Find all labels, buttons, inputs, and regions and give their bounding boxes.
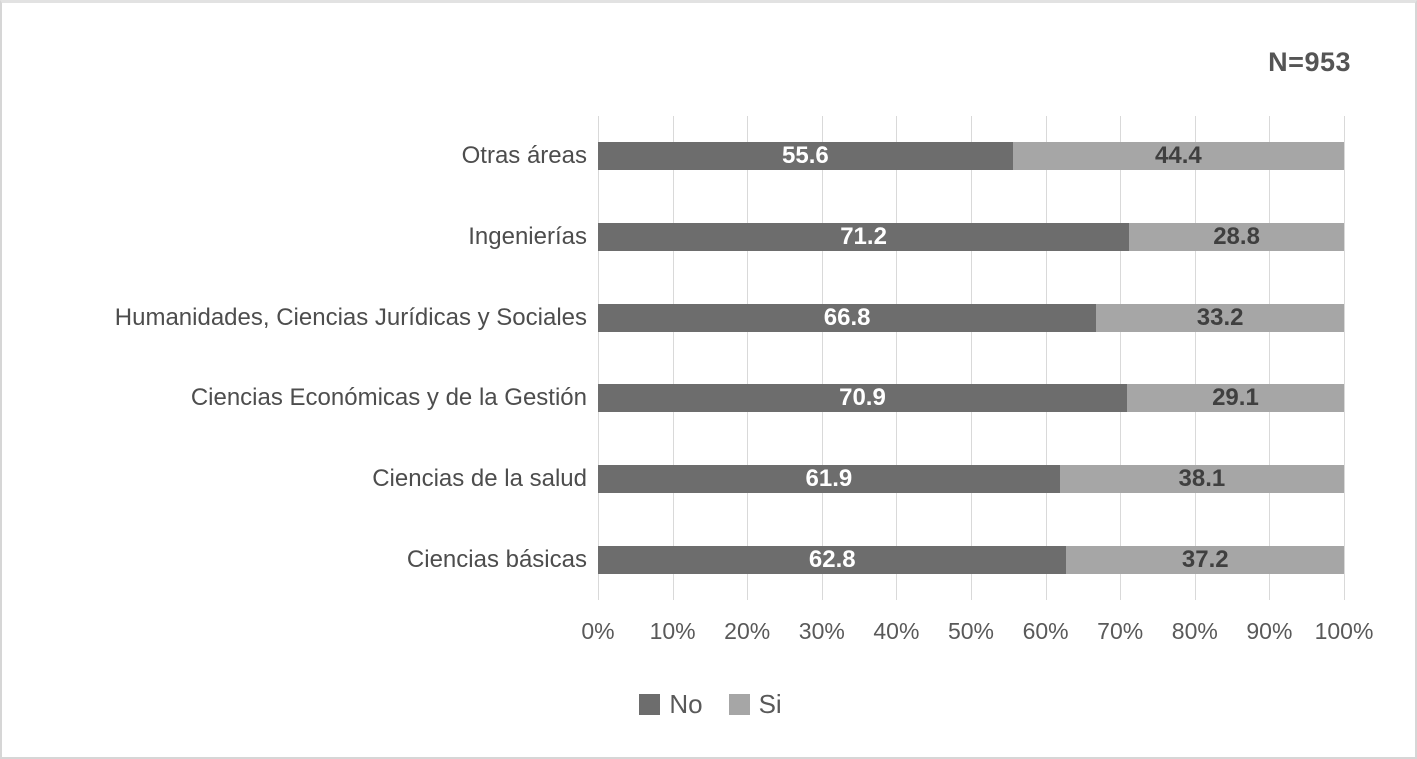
bar-value-label: 28.8 [1213,223,1260,250]
gridline [598,116,599,600]
x-tick-label: 70% [1097,618,1144,644]
category-label: Ciencias de la salud [372,465,587,492]
legend-item-si: Si [728,689,782,720]
bar-segment-si: 33.2 [1096,303,1344,332]
bar-segment-no: 55.6 [598,142,1013,171]
x-tick-label: 0% [581,618,615,644]
bar-segment-no: 70.9 [598,384,1127,413]
x-axis: 0% 10% 20% 30% 40% 50% 60% 70% 80% 90% 100% [2,618,1417,652]
bar-row: 61.9 38.1 [598,465,1344,493]
bar-value-label: 71.2 [840,223,887,250]
x-tick-label: 40% [873,618,920,644]
bar-value-label: 37.2 [1181,545,1229,573]
gridline [1269,116,1271,600]
bar-value-label: 70.9 [839,384,886,412]
bar-row: 70.9 29.1 [598,384,1344,413]
gridline [747,116,749,600]
bar-value-label: 29.1 [1212,384,1259,412]
x-tick-label: 50% [947,618,995,644]
bar-segment-no: 61.9 [598,465,1060,493]
bar-segment-no: 66.8 [598,303,1097,332]
category-label: Ciencias Económicas y de la Gestión [190,384,587,412]
plot-area [598,116,1345,600]
bar-row: 55.6 44.4 [598,142,1344,171]
legend-label-si: Si [758,689,782,719]
legend-label-no: No [669,689,703,719]
bar-segment-si: 37.2 [1066,545,1344,574]
bar-segment-si: 28.8 [1129,223,1344,251]
category-label: Otras áreas [461,142,587,170]
legend-swatch-si-icon [728,694,750,715]
bar-value-label: 62.8 [808,545,856,573]
bar-row: 66.8 33.2 [598,303,1344,332]
x-tick-label: 80% [1171,618,1218,644]
bar-value-label: 38.1 [1178,465,1226,492]
bar-segment-no: 71.2 [598,223,1130,251]
gridline [1120,116,1122,600]
category-label: Ingenierías [468,223,587,250]
x-tick-label: 30% [798,618,845,644]
bar-segment-si: 29.1 [1126,384,1344,413]
gridline [1194,116,1196,600]
bar-row: 62.8 37.2 [598,545,1344,574]
bar-value-label: 33.2 [1196,303,1244,331]
bar-value-label: 44.4 [1155,142,1202,170]
gridline [821,116,823,600]
category-label: Ciencias básicas [406,545,587,573]
x-tick-label: 60% [1022,618,1069,644]
x-tick-label: 100% [1314,618,1374,644]
x-tick-label: 90% [1246,618,1293,644]
category-label: Humanidades, Ciencias Jurídicas y Social… [114,303,587,331]
gridline [971,116,972,600]
gridline [672,116,674,600]
bar-value-label: 61.9 [805,465,853,492]
bar-row: 71.2 28.8 [598,223,1344,251]
bar-segment-si: 44.4 [1012,142,1344,171]
legend-swatch-no-icon [639,694,661,715]
legend-item-no: No [639,689,703,720]
bar-value-label: 66.8 [823,303,871,331]
gridline [1045,116,1047,600]
x-tick-label: 10% [649,618,696,644]
sample-size-label: N=953 [1268,47,1351,77]
x-tick-label: 20% [724,618,771,644]
legend: No Si [2,689,1417,720]
bar-segment-si: 38.1 [1059,465,1344,493]
bar-value-label: 55.6 [782,142,829,170]
gridline [896,116,898,600]
bar-segment-no: 62.8 [598,545,1067,574]
gridline [1344,116,1345,600]
